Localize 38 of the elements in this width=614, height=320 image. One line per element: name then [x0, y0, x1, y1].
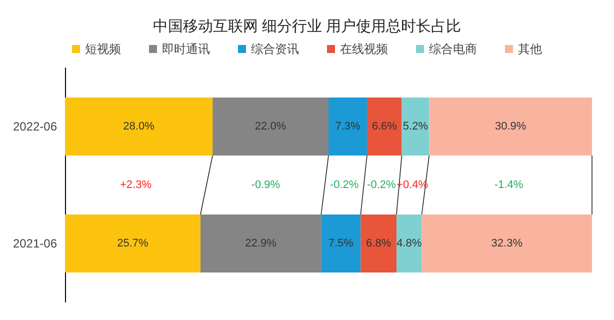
data-label: 4.8%: [396, 238, 422, 250]
bar: [212, 98, 328, 156]
bar: [65, 214, 200, 272]
chart-title: 中国移动互联网 细分行业 用户使用总时长占比: [152, 18, 462, 35]
data-label: 6.8%: [366, 238, 392, 250]
legend-label: 短视频: [85, 42, 121, 56]
y-tick-label: 2021-06: [12, 236, 58, 250]
bar: [360, 214, 396, 272]
bar: [429, 98, 592, 156]
bar: [65, 98, 213, 156]
data-label: 6.6%: [372, 120, 398, 132]
data-label: 25.7%: [117, 238, 149, 250]
bar: [402, 98, 430, 156]
data-label: 22.9%: [245, 238, 277, 250]
data-label: 5.2%: [402, 120, 428, 132]
legend-label: 在线视频: [340, 42, 388, 56]
data-label: 7.5%: [328, 238, 354, 250]
legend-label: 综合资讯: [251, 42, 299, 56]
data-label: 22.0%: [254, 120, 286, 132]
bar: [321, 214, 361, 272]
annotation: -0.9%: [251, 179, 280, 191]
bar: [366, 98, 402, 156]
data-label: 28.0%: [123, 120, 155, 132]
bar: [328, 98, 367, 156]
bar: [200, 214, 322, 272]
annotation: -0.2%: [330, 179, 359, 191]
annotation: +2.3%: [120, 179, 152, 191]
legend-label: 即时通讯: [162, 42, 210, 56]
data-label: 30.9%: [494, 120, 526, 132]
legend-label: 其他: [518, 42, 542, 56]
legend-label: 综合电商: [429, 42, 477, 56]
y-tick-label: 2022-06: [12, 120, 58, 134]
bar: [422, 214, 592, 272]
data-label: 32.3%: [491, 238, 523, 250]
bar: [396, 214, 422, 272]
data-label: 7.3%: [335, 120, 360, 132]
annotation: -0.2%: [367, 179, 396, 191]
annotation: -1.4%: [494, 179, 524, 191]
